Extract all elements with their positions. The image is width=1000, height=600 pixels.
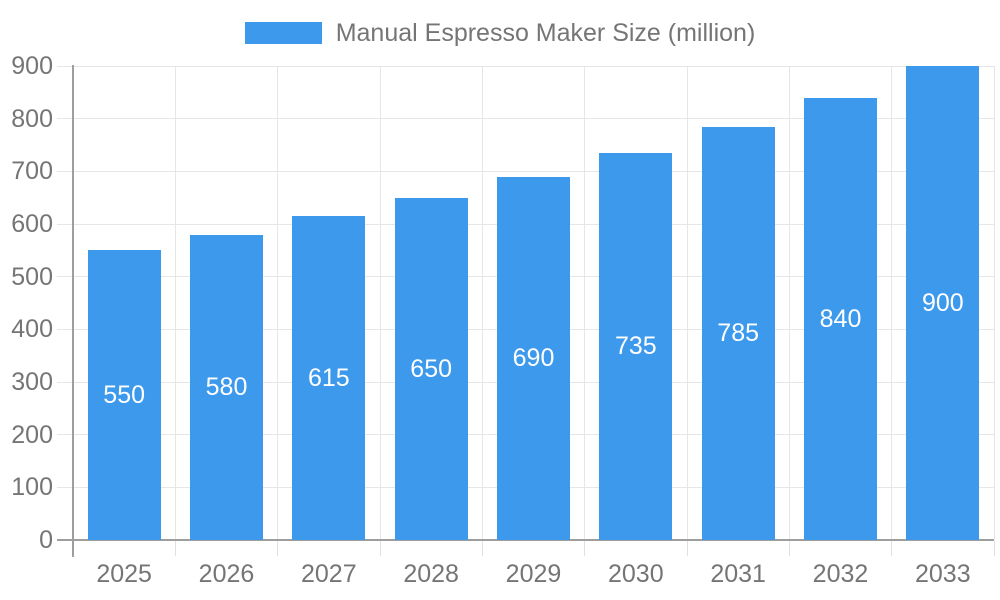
bar-2027: 615: [292, 216, 366, 540]
gridline-horizontal: [57, 170, 994, 172]
x-axis-tick: [891, 541, 893, 556]
y-axis-tick-label: 600: [11, 210, 53, 238]
x-axis-line: [57, 539, 994, 541]
x-axis-category-label: 2032: [812, 560, 869, 588]
y-axis-tick-label: 800: [11, 104, 53, 133]
bar-2026: 580: [190, 234, 263, 540]
y-axis-tick-label: 300: [11, 368, 53, 396]
bar-2025: 550: [87, 250, 161, 540]
bar-value-label: 580: [205, 373, 248, 402]
gridline-horizontal: [57, 118, 994, 120]
bar-2029: 690: [497, 176, 570, 540]
legend-swatch: [244, 22, 322, 44]
x-axis-category-label: 2033: [915, 560, 971, 588]
bar-2033: 900: [906, 66, 980, 540]
legend-label: Manual Espresso Maker Size (million): [335, 19, 756, 47]
y-axis-line: [72, 65, 74, 557]
bar-2031: 785: [701, 126, 775, 540]
y-axis-tick-label: 700: [11, 157, 53, 186]
x-axis-tick: [379, 541, 381, 556]
x-axis-category-label: 2031: [710, 560, 766, 588]
gridline-vertical: [174, 66, 176, 540]
x-axis-tick: [993, 541, 995, 556]
gridline-vertical: [788, 66, 790, 540]
x-axis-tick: [481, 541, 483, 556]
bar-2032: 840: [804, 97, 877, 540]
gridline-horizontal: [57, 65, 994, 67]
gridline-vertical: [993, 66, 995, 540]
gridline-vertical: [584, 66, 586, 540]
bar-value-label: 615: [307, 364, 350, 393]
y-axis-tick-label: 100: [11, 473, 53, 502]
gridline-vertical: [379, 66, 381, 540]
gridline-vertical: [277, 66, 279, 540]
y-axis-tick-label: 200: [11, 420, 53, 449]
x-axis-category-label: 2027: [301, 560, 357, 588]
bar-2030: 735: [599, 152, 673, 540]
x-axis-category-label: 2026: [198, 560, 255, 588]
bar-value-label: 650: [410, 354, 453, 383]
gridline-vertical: [891, 66, 893, 540]
x-axis-tick: [584, 541, 586, 556]
bar-value-label: 900: [921, 289, 964, 317]
y-axis-tick-label: 900: [11, 52, 53, 80]
x-axis-tick: [174, 541, 176, 556]
x-axis-tick: [277, 541, 279, 556]
bar-value-label: 690: [512, 344, 555, 373]
bar-value-label: 840: [819, 304, 862, 333]
gridline-vertical: [481, 66, 483, 540]
bar-value-label: 785: [717, 319, 760, 348]
y-axis-tick-label: 500: [11, 262, 53, 291]
x-axis-tick: [788, 541, 790, 556]
x-axis-category-label: 2028: [403, 560, 459, 588]
x-axis-tick: [686, 541, 688, 556]
bar-value-label: 735: [614, 332, 657, 361]
x-axis-category-label: 2029: [505, 560, 562, 588]
x-axis-category-label: 2025: [96, 560, 152, 588]
y-axis-tick-label: 0: [39, 526, 53, 554]
legend[interactable]: Manual Espresso Maker Size (million): [0, 19, 1000, 47]
x-axis-category-label: 2030: [608, 560, 664, 588]
y-axis-tick-label: 400: [11, 315, 53, 344]
gridline-vertical: [686, 66, 688, 540]
bar-value-label: 550: [103, 381, 146, 410]
bar-2028: 650: [394, 197, 468, 540]
